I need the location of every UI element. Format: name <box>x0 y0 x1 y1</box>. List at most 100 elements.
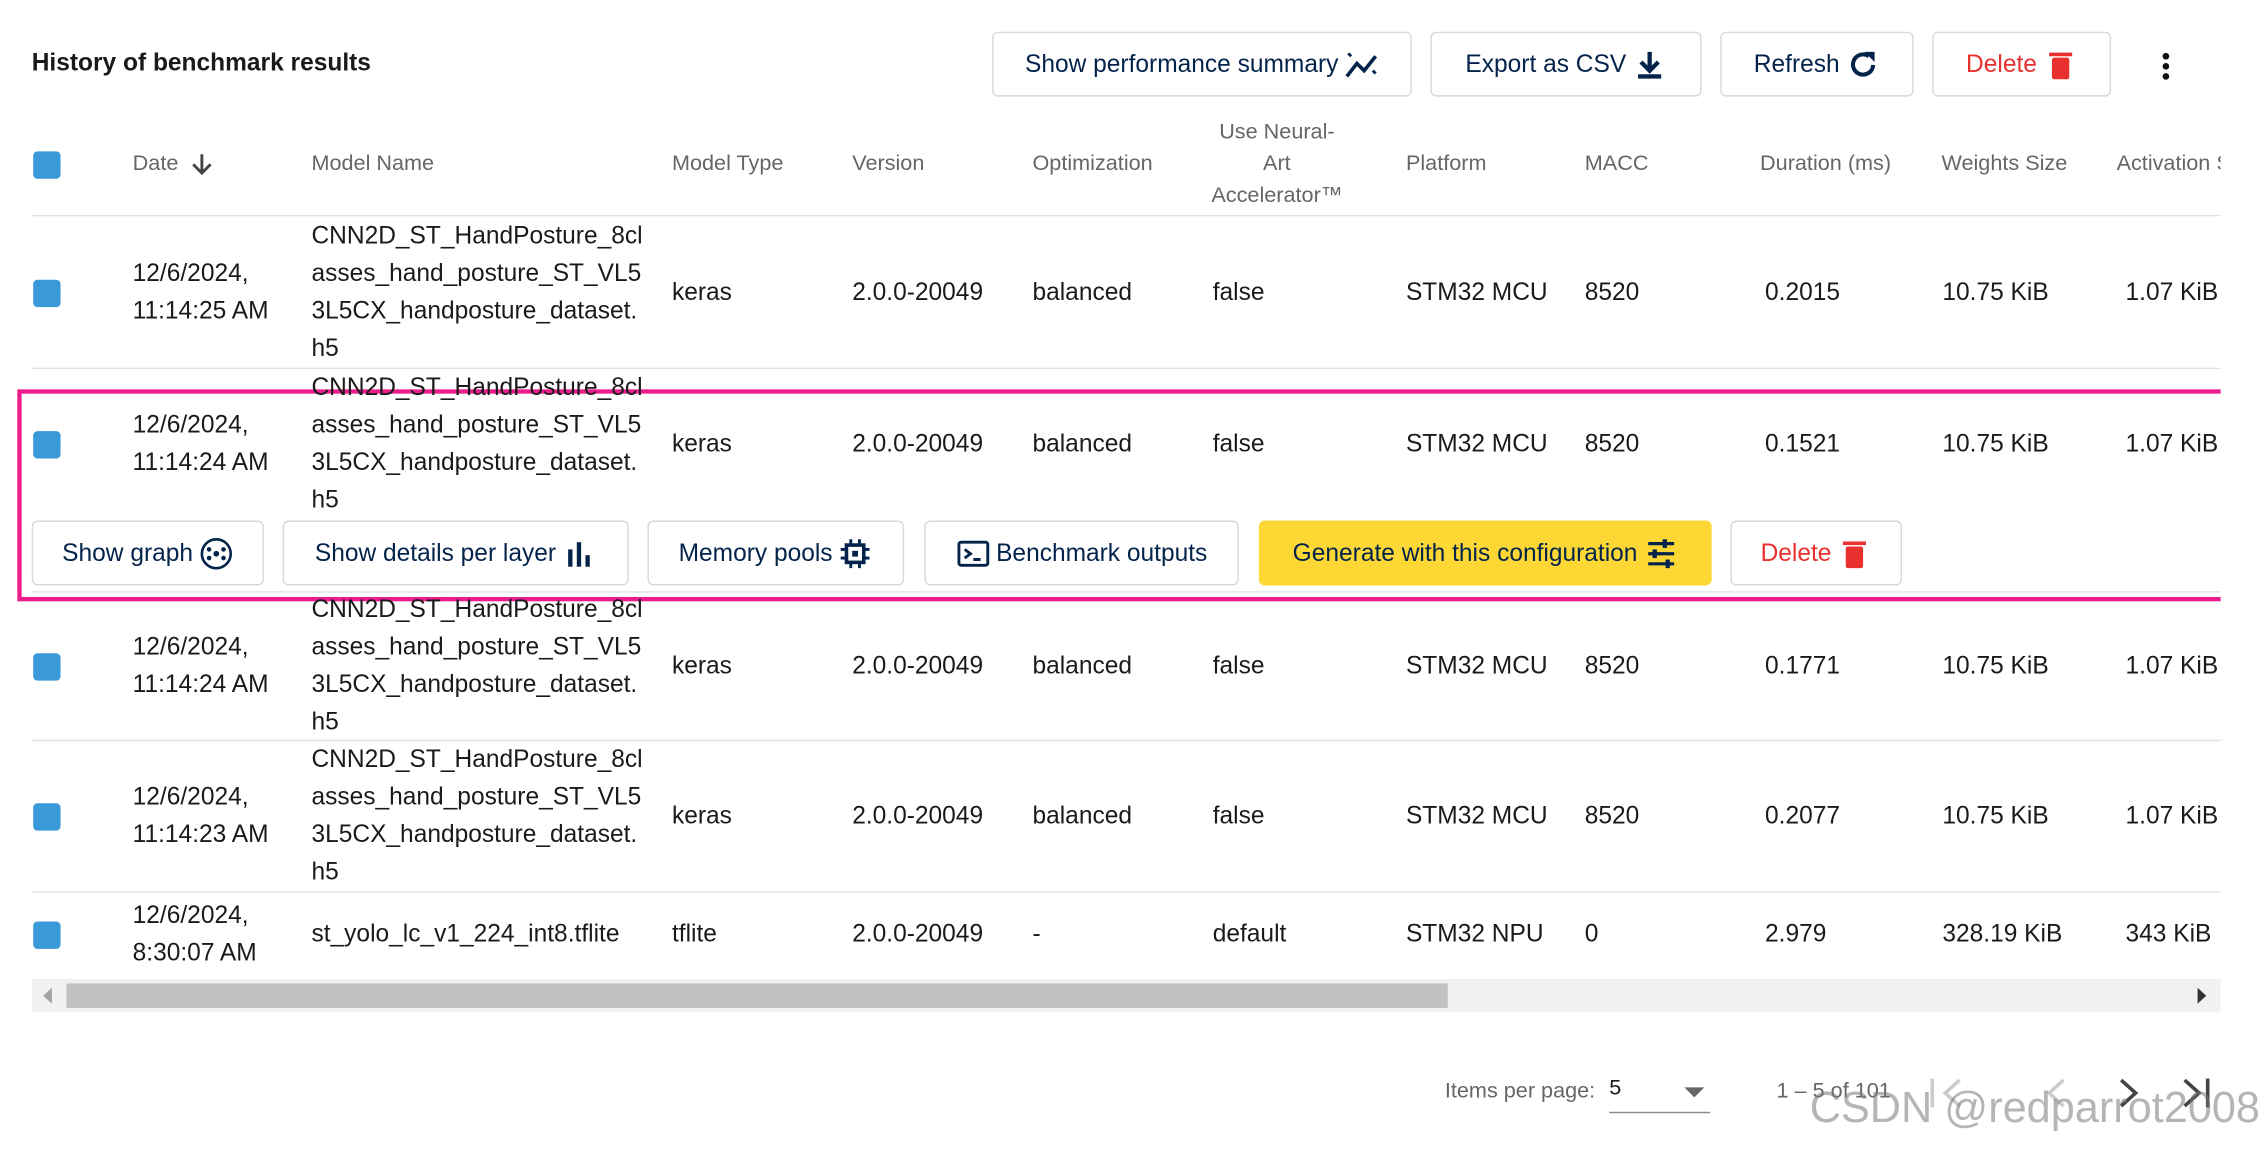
divider <box>31 891 2221 893</box>
cell: 2.0.0-20049 <box>852 428 984 457</box>
divider <box>31 214 2221 217</box>
row-checkbox[interactable] <box>33 802 61 830</box>
cell: 2.0.0-20049 <box>852 801 984 829</box>
cell: STM32 MCU <box>1405 651 1548 679</box>
cell: 2.0.0-20049 <box>852 277 984 305</box>
button-label: Export as CSV <box>1465 49 1627 78</box>
button-label: Memory pools <box>678 538 833 566</box>
button[interactable]: Show graph <box>31 520 264 586</box>
cell: 12/6/2024, 8:30:07 AM <box>132 901 257 967</box>
cell: 2.0.0-20049 <box>852 651 984 679</box>
cell: STM32 MCU <box>1405 277 1548 305</box>
cell: CNN2D_ST_HandPosture_8classes_hand_postu… <box>311 372 643 513</box>
column-header[interactable]: Date <box>133 115 299 213</box>
cell: 8520 <box>1584 801 1640 829</box>
column-header[interactable]: Duration (ms) <box>1760 151 1892 176</box>
cell: 12/6/2024, 11:14:25 AM <box>132 258 269 324</box>
table-clip <box>2220 115 2261 978</box>
cell: CNN2D_ST_HandPosture_8classes_hand_postu… <box>311 221 643 362</box>
cell: STM32 MCU <box>1405 428 1548 457</box>
cell: false <box>1212 277 1265 305</box>
button[interactable]: Show details per layer <box>282 520 629 586</box>
cell: 1.07 KiB <box>2125 801 2219 829</box>
button-label: Show performance summary <box>1025 49 1339 78</box>
cell: 0.2015 <box>1765 277 1840 305</box>
items-per-page-label: Items per page: <box>1444 1078 1596 1104</box>
cell: false <box>1212 428 1265 457</box>
items-per-page-select[interactable]: 5 <box>1609 1075 1711 1114</box>
cell: balanced <box>1032 428 1132 457</box>
cell: CNN2D_ST_HandPosture_8classes_hand_postu… <box>311 594 643 735</box>
cell: STM32 NPU <box>1405 919 1544 948</box>
button[interactable]: Delete <box>1932 31 2112 97</box>
cell: CNN2D_ST_HandPosture_8classes_hand_postu… <box>311 744 643 885</box>
cell: default <box>1212 919 1287 948</box>
button[interactable]: Show performance summary <box>992 31 1412 97</box>
row-checkbox[interactable] <box>33 430 61 458</box>
cell: tflite <box>671 919 717 948</box>
column-header[interactable]: Weights Size <box>1941 151 2068 176</box>
page-nav[interactable] <box>1925 1073 2228 1113</box>
scrollbar[interactable] <box>31 979 2221 1013</box>
cell: 0.1771 <box>1765 651 1840 679</box>
column-header[interactable]: Platform <box>1405 151 1487 176</box>
page-range: 1 – 5 of 101 <box>1776 1078 1891 1104</box>
cell: keras <box>671 801 732 829</box>
divider <box>31 739 2221 742</box>
row-checkbox[interactable] <box>33 921 61 949</box>
cell: 12/6/2024, 11:14:24 AM <box>132 410 269 476</box>
cell: 12/6/2024, 11:14:23 AM <box>132 782 269 848</box>
button[interactable]: Export as CSV <box>1430 31 1702 97</box>
cell: st_yolo_lc_v1_224_int8.tflite <box>311 919 620 948</box>
cell: false <box>1212 651 1265 679</box>
cell: STM32 MCU <box>1405 801 1548 829</box>
cell: 1.07 KiB <box>2125 428 2219 457</box>
title: History of benchmark results <box>31 49 371 77</box>
watermark: CSDN @redparrot2008 <box>1809 1084 2260 1132</box>
items-per-page-value: 5 <box>1609 1075 1622 1101</box>
button-label: Delete <box>1966 49 2037 78</box>
select-all-checkbox[interactable] <box>33 151 61 179</box>
column-header[interactable]: Model Type <box>671 151 784 176</box>
cell: 1.07 KiB <box>2125 651 2219 679</box>
button[interactable]: Refresh <box>1720 31 1914 97</box>
button-label: Show graph <box>62 538 194 566</box>
divider <box>31 367 2221 370</box>
cell: 343 KiB <box>2125 919 2212 948</box>
column-header[interactable]: Version <box>852 151 925 176</box>
cell: 12/6/2024, 11:14:24 AM <box>132 632 269 698</box>
cell: keras <box>671 428 732 457</box>
more-menu[interactable] <box>2154 52 2177 84</box>
divider <box>31 591 2221 593</box>
cell: balanced <box>1032 651 1132 679</box>
cell: 10.75 KiB <box>1942 277 2049 305</box>
cell: balanced <box>1032 277 1132 305</box>
cell: 0 <box>1584 919 1599 948</box>
button-label: Refresh <box>1753 49 1840 78</box>
button[interactable]: Generate with this configuration <box>1258 520 1712 586</box>
column-header[interactable]: Use Neural-Art Accelerator™ <box>1211 119 1343 208</box>
column-header[interactable]: MACC <box>1584 151 1649 176</box>
button[interactable]: Delete <box>1730 520 1902 586</box>
cell: 0.1521 <box>1765 428 1840 457</box>
cell: - <box>1032 919 1041 948</box>
cell: 0.2077 <box>1765 801 1840 829</box>
cell: 10.75 KiB <box>1942 801 2049 829</box>
cell: 8520 <box>1584 277 1640 305</box>
cell: 10.75 KiB <box>1942 428 2049 457</box>
cell: 8520 <box>1584 428 1640 457</box>
cell: 1.07 KiB <box>2125 277 2219 305</box>
column-header[interactable]: Model Name <box>311 151 435 176</box>
row-checkbox[interactable] <box>33 652 61 680</box>
button-label: Benchmark outputs <box>996 538 1208 566</box>
column-header[interactable]: Optimization <box>1032 151 1153 176</box>
button-label: Generate with this configuration <box>1292 538 1638 566</box>
cell: 328.19 KiB <box>1942 919 2063 948</box>
cell: 10.75 KiB <box>1942 651 2049 679</box>
row-checkbox[interactable] <box>33 279 61 307</box>
button[interactable]: Memory pools <box>647 520 905 586</box>
cell: keras <box>671 651 732 679</box>
button[interactable]: Benchmark outputs <box>924 520 1239 586</box>
